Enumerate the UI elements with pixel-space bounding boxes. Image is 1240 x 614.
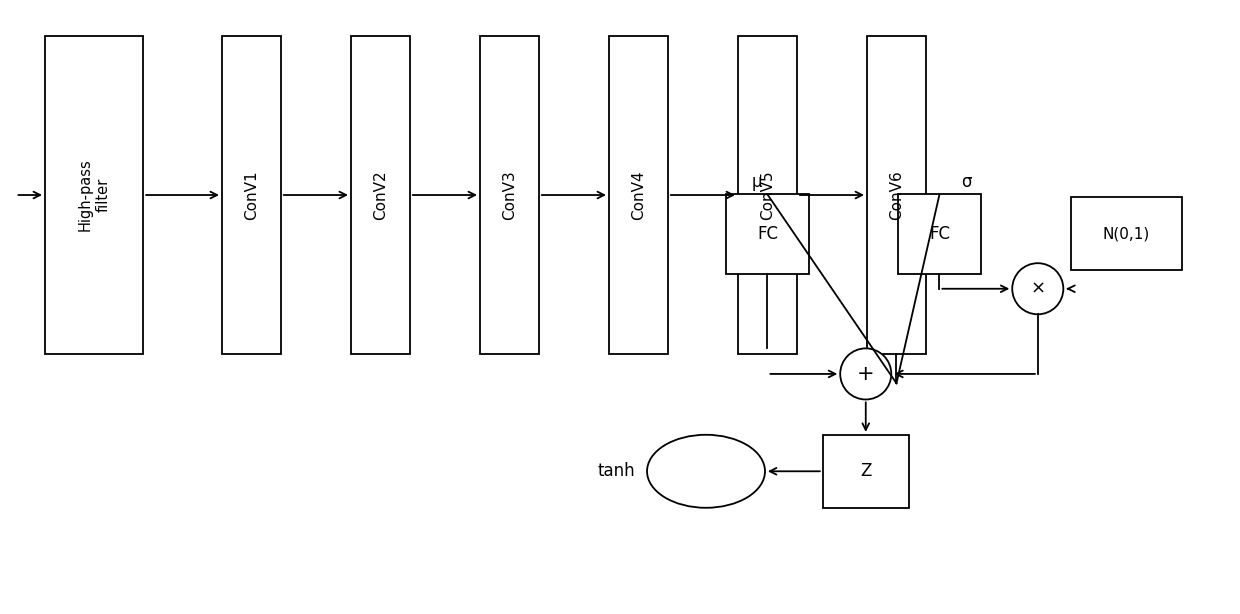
Bar xyxy=(480,36,539,354)
Text: +: + xyxy=(857,364,874,384)
Circle shape xyxy=(1012,263,1064,314)
Bar xyxy=(823,435,909,508)
Bar xyxy=(45,36,144,354)
Bar xyxy=(867,36,926,354)
Text: FC: FC xyxy=(756,225,777,243)
Text: ConV6: ConV6 xyxy=(889,170,904,220)
Text: N(0,1): N(0,1) xyxy=(1102,227,1149,241)
Bar xyxy=(222,36,280,354)
Circle shape xyxy=(841,348,892,400)
Text: μ: μ xyxy=(751,174,763,192)
Bar xyxy=(725,195,810,273)
Bar xyxy=(898,195,981,273)
Text: High-pass
filter: High-pass filter xyxy=(78,158,110,231)
Text: ConV4: ConV4 xyxy=(631,170,646,220)
Text: FC: FC xyxy=(929,225,950,243)
Ellipse shape xyxy=(647,435,765,508)
Text: Z: Z xyxy=(861,462,872,480)
Text: ×: × xyxy=(1030,280,1045,298)
Bar xyxy=(609,36,668,354)
Text: ConV5: ConV5 xyxy=(760,170,775,220)
Bar xyxy=(1071,198,1182,271)
Text: tanh: tanh xyxy=(598,462,635,480)
Text: σ: σ xyxy=(961,174,972,192)
Bar xyxy=(351,36,410,354)
Text: ConV1: ConV1 xyxy=(244,170,259,220)
Text: ConV3: ConV3 xyxy=(502,170,517,220)
Text: ConV2: ConV2 xyxy=(373,170,388,220)
Bar xyxy=(738,36,797,354)
